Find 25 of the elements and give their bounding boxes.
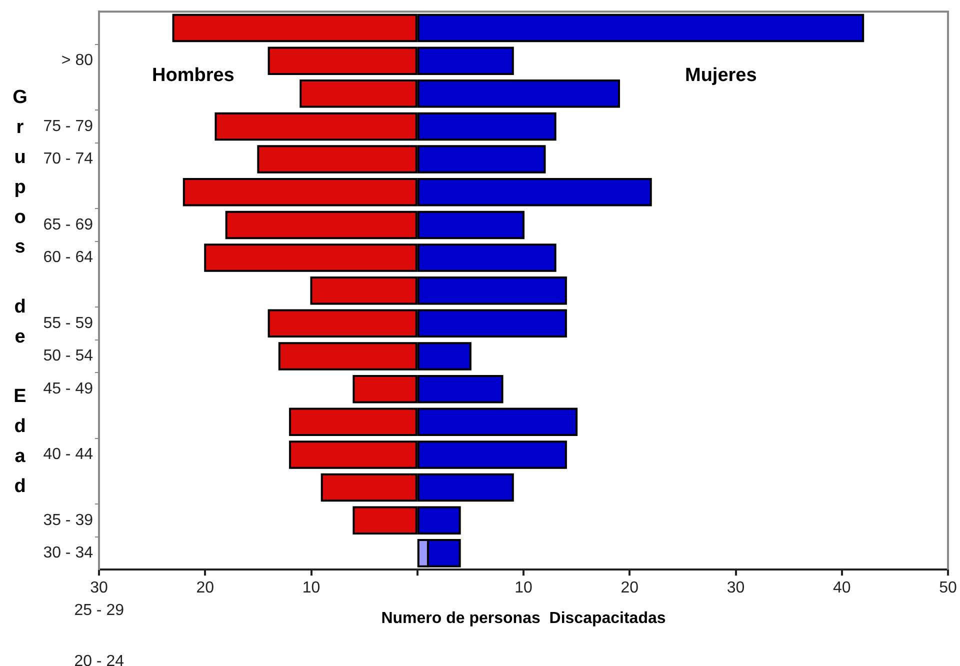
y-tick-label: 35 - 39 (43, 512, 94, 529)
text: Grupos de Edad (12, 87, 28, 497)
x-tick-label: 10 (514, 580, 532, 597)
y-tick-label: 75 - 79 (43, 118, 94, 135)
text: 20 - 24 (74, 653, 124, 666)
y-tick-label: 65 - 69 (43, 216, 94, 234)
x-tick-label: 40 (832, 580, 851, 597)
text: 25 - 29 (74, 602, 124, 620)
x-tick-label: 30 (90, 580, 108, 597)
y-tick-label: > 80 (61, 52, 94, 70)
y-tick-label: 50 - 54 (43, 348, 94, 365)
y-tick-label: 60 - 64 (43, 249, 94, 266)
y-tick-label: 70 - 74 (43, 150, 94, 168)
y-tick-label: 45 - 49 (43, 380, 94, 398)
x-tick-label: 20 (620, 580, 639, 597)
y-tick-label: 55 - 59 (43, 314, 94, 332)
x-axis-title: Numero de personas Discapacitadas (381, 610, 666, 627)
series-label: Mujeres (685, 64, 757, 86)
y-tick-label: 30 - 34 (43, 544, 94, 562)
series-label: Hombres (152, 64, 234, 86)
x-tick-label: 20 (196, 580, 214, 597)
x-tick-label: 50 (939, 580, 957, 597)
x-tick-label: 10 (302, 580, 320, 597)
x-tick-label: 30 (726, 580, 745, 597)
y-tick-label: 40 - 44 (43, 446, 94, 464)
